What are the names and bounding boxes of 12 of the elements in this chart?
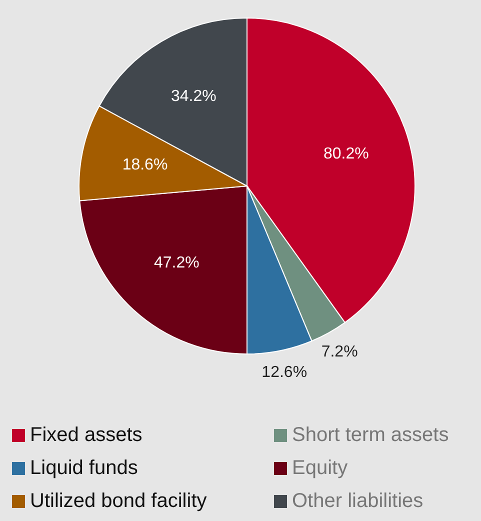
legend-label: Fixed assets bbox=[30, 424, 142, 447]
data-label: 7.2% bbox=[321, 343, 358, 360]
data-label: 12.6% bbox=[262, 364, 308, 381]
data-label: 34.2% bbox=[171, 88, 216, 106]
legend-label: Liquid funds bbox=[30, 457, 138, 480]
legend-label: Equity bbox=[292, 457, 348, 480]
data-label: 18.6% bbox=[122, 156, 168, 174]
legend-label: Other liabilities bbox=[292, 490, 424, 513]
legend-label: Utilized bond facility bbox=[30, 490, 207, 513]
data-label: 47.2% bbox=[154, 254, 200, 272]
data-label: 80.2% bbox=[323, 146, 369, 163]
legend-label: Short term assets bbox=[292, 424, 449, 447]
